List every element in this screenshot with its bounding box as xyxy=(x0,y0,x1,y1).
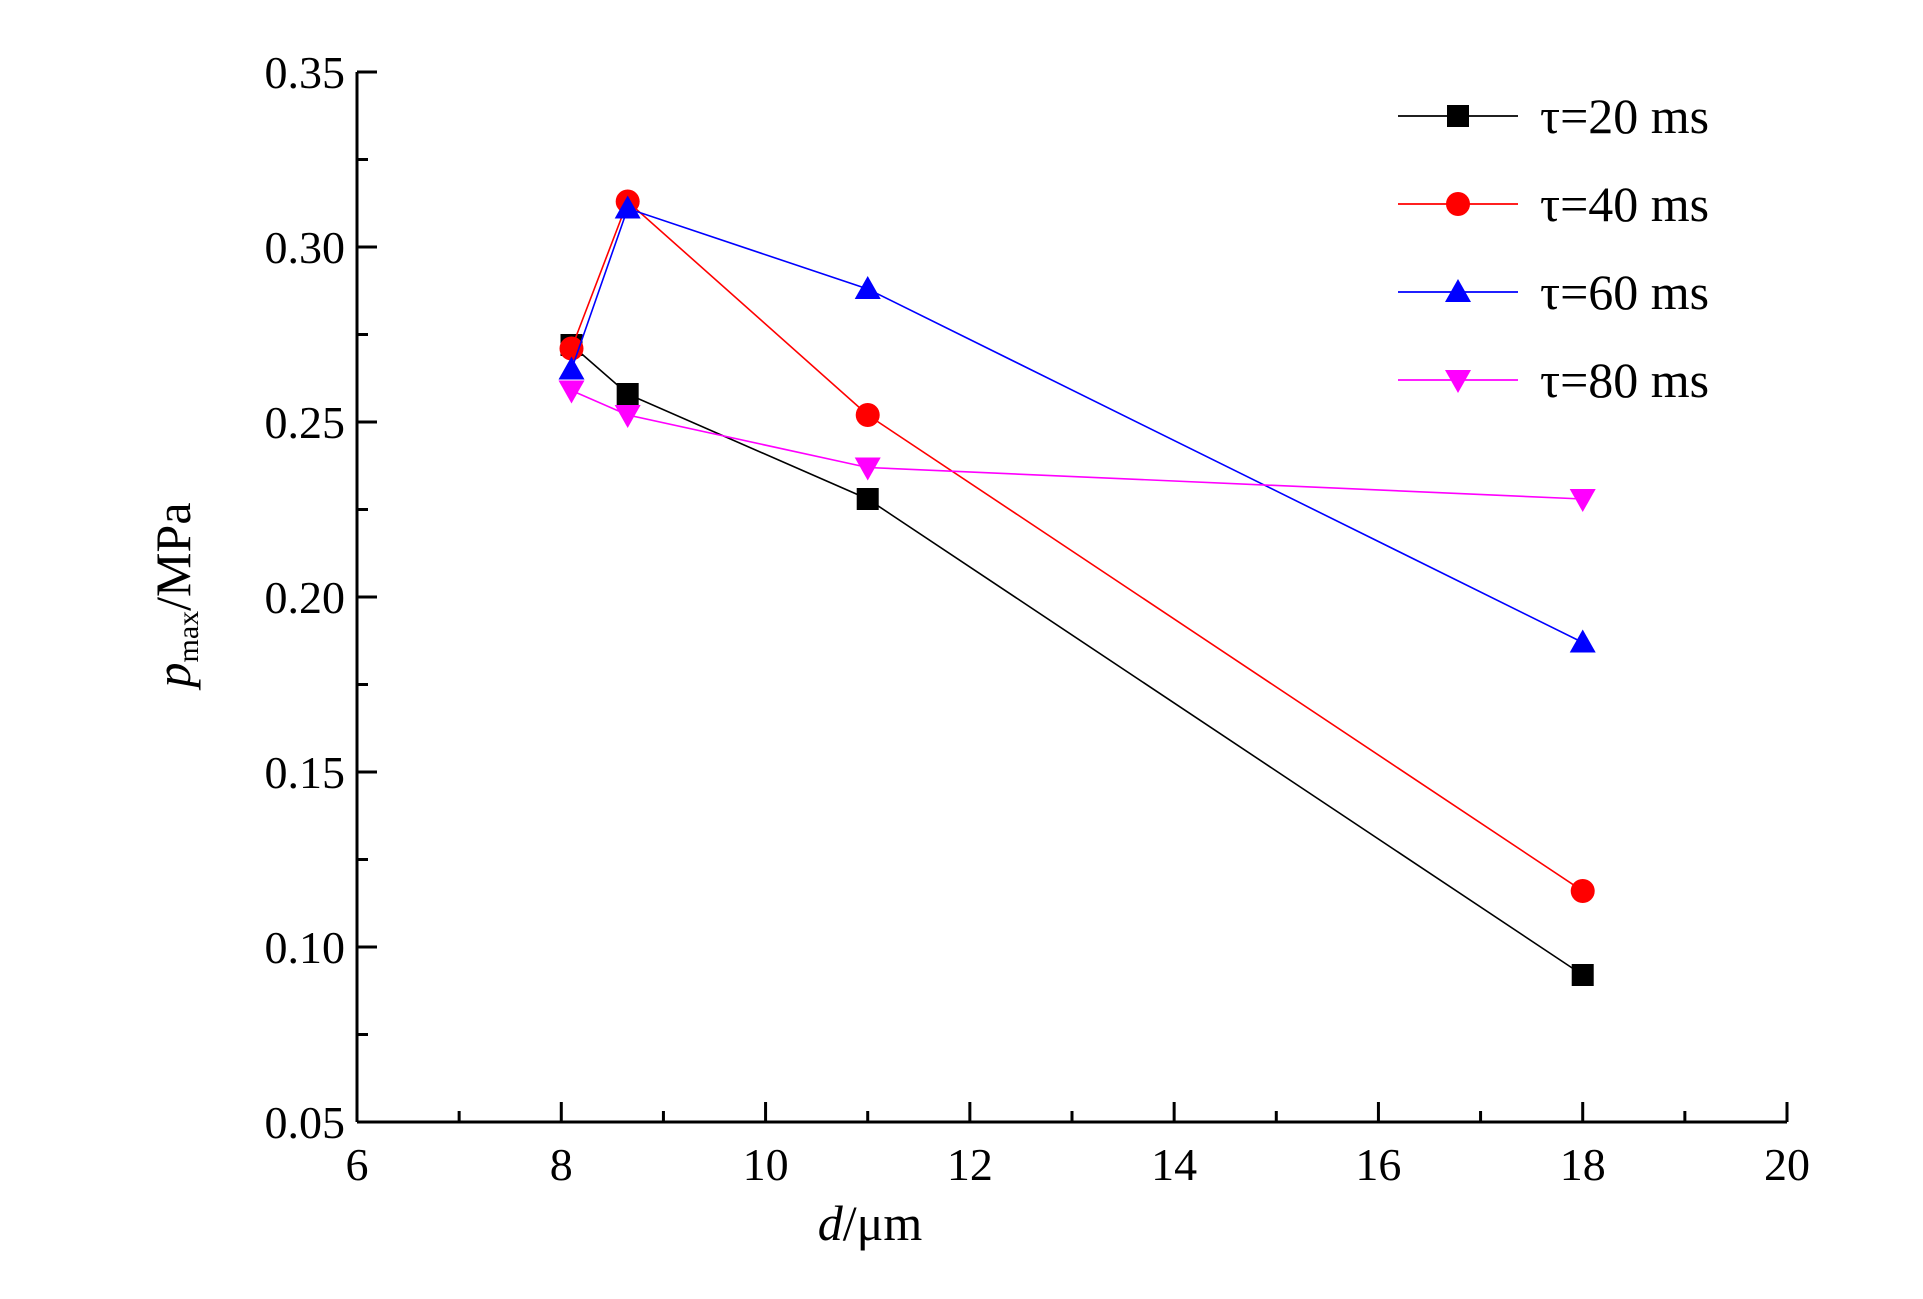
data-point xyxy=(558,356,585,380)
legend-marker xyxy=(1446,192,1470,216)
data-point xyxy=(614,195,641,219)
data-point xyxy=(558,380,585,404)
y-axis-label-unit: /MPa xyxy=(145,502,201,610)
data-point xyxy=(1569,489,1596,512)
legend-label: τ=60 ms xyxy=(1540,264,1709,320)
data-point xyxy=(614,405,641,428)
data-point xyxy=(1569,629,1596,653)
x-tick-label: 6 xyxy=(346,1139,369,1190)
y-tick-label: 0.05 xyxy=(265,1097,346,1148)
y-axis-label-var: p xyxy=(145,663,201,691)
data-point xyxy=(854,457,881,481)
legend: τ=20 ms τ=40 ms τ=60 ms τ=80 ms xyxy=(1398,88,1709,408)
y-tick-label: 0.20 xyxy=(265,572,346,623)
legend-label: τ=20 ms xyxy=(1540,88,1709,144)
axes: 6 8 10 12 14 16 18 20 0.05 0.10 0.15 0.20 0.25 0.30 0.… xyxy=(265,47,1811,1190)
x-axis-label-var: d xyxy=(818,1195,844,1251)
data-point xyxy=(854,276,881,299)
series-1 xyxy=(560,334,1594,986)
series-line xyxy=(570,207,1584,644)
x-tick-label: 14 xyxy=(1151,1139,1197,1190)
legend-marker xyxy=(1447,105,1469,127)
data-point xyxy=(616,383,639,405)
series-line xyxy=(570,344,1584,976)
x-tick-label: 10 xyxy=(743,1139,789,1190)
y-tick-label: 0.10 xyxy=(265,922,346,973)
y-tick-label: 0.15 xyxy=(265,747,346,798)
x-tick-label: 20 xyxy=(1764,1139,1810,1190)
series-4 xyxy=(558,380,1596,512)
x-tick-label: 16 xyxy=(1355,1139,1401,1190)
legend-marker xyxy=(1445,279,1471,302)
series-line xyxy=(570,200,1584,892)
y-tick-label: 0.30 xyxy=(265,222,346,273)
y-tick-label: 0.25 xyxy=(265,397,346,448)
legend-label: τ=80 ms xyxy=(1540,352,1709,408)
legend-label: τ=40 ms xyxy=(1540,176,1709,232)
x-axis-label-unit: /μm xyxy=(843,1195,923,1251)
data-point xyxy=(1571,964,1594,986)
data-point xyxy=(855,403,880,427)
legend-marker xyxy=(1445,370,1471,393)
y-axis-label-sub: max xyxy=(172,611,205,663)
x-tick-label: 18 xyxy=(1560,1139,1606,1190)
x-axis-label: d/μm xyxy=(818,1195,923,1251)
data-point xyxy=(856,488,879,510)
x-tick-label: 8 xyxy=(550,1139,573,1190)
x-tick-label: 12 xyxy=(947,1139,993,1190)
series-line xyxy=(571,389,1583,500)
plot-series xyxy=(558,189,1596,986)
y-axis-label: pmax/MPa xyxy=(145,502,205,690)
series-3 xyxy=(558,195,1596,653)
data-point xyxy=(1570,879,1595,903)
y-tick-label: 0.35 xyxy=(265,47,346,98)
series-2 xyxy=(559,189,1595,903)
